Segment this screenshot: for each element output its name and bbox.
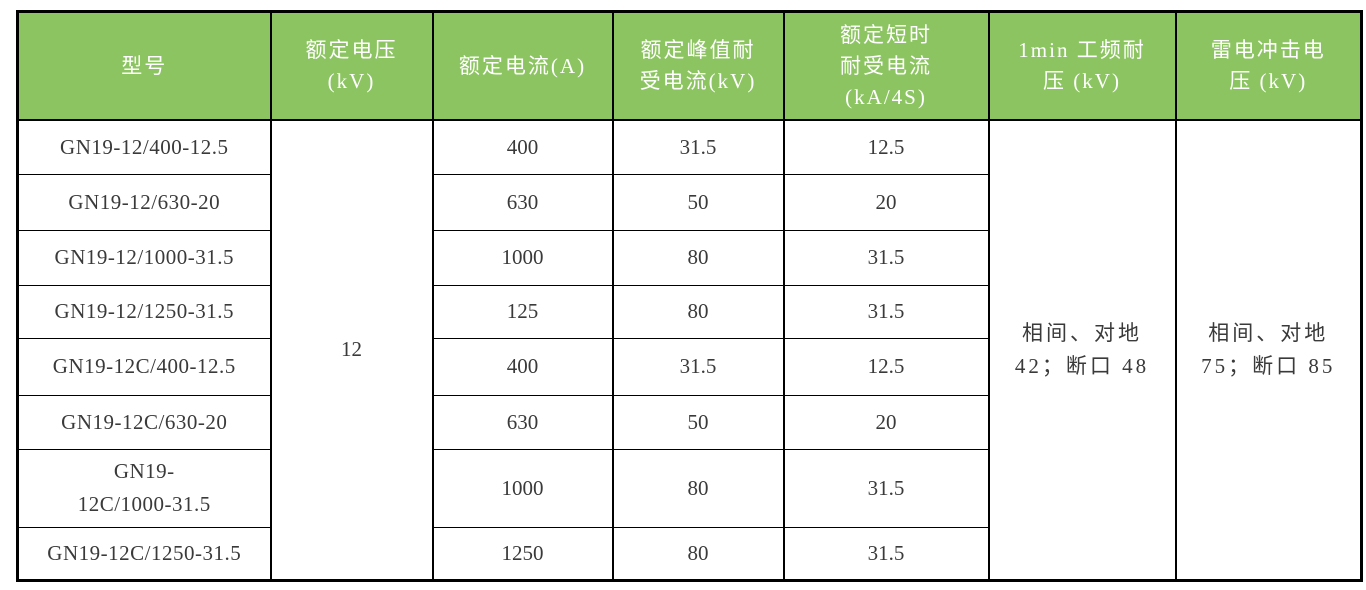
model-cell: GN19- 12C/1000-31.5	[16, 448, 272, 528]
peak-withstand-cell: 80	[611, 448, 785, 528]
rated-current-cell: 630	[431, 173, 614, 231]
table-body: GN19-12/400-12.5 12 400 31.5 12.5 相间、对地 …	[16, 119, 1363, 581]
table-row: GN19-12/1250-31.5 125 80 31.5	[16, 284, 1362, 339]
rated-current-cell: 1000	[431, 448, 614, 528]
peak-withstand-cell: 80	[611, 526, 785, 581]
short-time-withstand-cell: 12.5	[782, 337, 990, 396]
header-lightning-impulse-voltage: 雷电冲击电 压 (kV)	[1174, 11, 1363, 121]
table-row: GN19-12C/1250-31.5 1250 80 31.5	[16, 526, 1362, 581]
model-cell: GN19-12C/400-12.5	[16, 337, 272, 396]
model-cell: GN19-12/1250-31.5	[16, 284, 272, 339]
table-row: GN19-12/630-20 630 50 20	[16, 173, 1362, 231]
model-cell: GN19-12/400-12.5	[16, 119, 272, 175]
table-row: GN19- 12C/1000-31.5 1000 80 31.5	[16, 448, 1362, 528]
peak-withstand-cell: 80	[611, 284, 785, 339]
header-power-frequency-withstand-voltage: 1min 工频耐 压 (kV)	[987, 11, 1177, 121]
peak-withstand-cell: 31.5	[611, 119, 785, 175]
table-header: 型号 额定电压 (kV) 额定电流(A) 额定峰值耐 受电流(kV) 额定短时 …	[16, 11, 1363, 121]
table-row: GN19-12C/630-20 630 50 20	[16, 394, 1362, 450]
peak-withstand-cell: 80	[611, 229, 785, 286]
model-cell: GN19-12/630-20	[16, 173, 272, 231]
table-row: GN19-12/1000-31.5 1000 80 31.5	[16, 229, 1362, 286]
table-row: GN19-12/400-12.5 12 400 31.5 12.5 相间、对地 …	[16, 119, 1363, 581]
peak-withstand-cell: 31.5	[611, 337, 785, 396]
short-time-withstand-cell: 31.5	[782, 229, 990, 286]
header-peak-withstand-current: 额定峰值耐 受电流(kV)	[611, 11, 785, 121]
header-rated-current: 额定电流(A)	[431, 11, 614, 121]
rated-current-cell: 125	[431, 284, 614, 339]
short-time-withstand-cell: 20	[782, 173, 990, 231]
power-frequency-withstand-cell: 相间、对地 42；断口 48	[987, 119, 1177, 581]
short-time-withstand-cell: 31.5	[782, 448, 990, 528]
spec-table: 型号 额定电压 (kV) 额定电流(A) 额定峰值耐 受电流(kV) 额定短时 …	[16, 10, 1363, 582]
rated-current-cell: 1250	[431, 526, 614, 581]
header-short-time-withstand-current: 额定短时 耐受电流 (kA/4S)	[782, 11, 990, 121]
model-cell: GN19-12/1000-31.5	[16, 229, 272, 286]
rated-current-cell: 1000	[431, 229, 614, 286]
model-cell: GN19-12C/630-20	[16, 394, 272, 450]
lightning-impulse-cell: 相间、对地 75；断口 85	[1174, 119, 1363, 581]
rated-voltage-cell: 12	[269, 119, 434, 581]
header-model: 型号	[16, 11, 272, 121]
rated-current-cell: 400	[431, 337, 614, 396]
rated-current-cell: 630	[431, 394, 614, 450]
short-time-withstand-cell: 20	[782, 394, 990, 450]
short-time-withstand-cell: 31.5	[782, 526, 990, 581]
peak-withstand-cell: 50	[611, 394, 785, 450]
header-rated-voltage: 额定电压 (kV)	[269, 11, 434, 121]
header-row: 型号 额定电压 (kV) 额定电流(A) 额定峰值耐 受电流(kV) 额定短时 …	[16, 11, 1363, 121]
peak-withstand-cell: 50	[611, 173, 785, 231]
rated-current-cell: 400	[431, 119, 614, 175]
short-time-withstand-cell: 31.5	[782, 284, 990, 339]
model-cell: GN19-12C/1250-31.5	[16, 526, 272, 581]
short-time-withstand-cell: 12.5	[782, 119, 990, 175]
